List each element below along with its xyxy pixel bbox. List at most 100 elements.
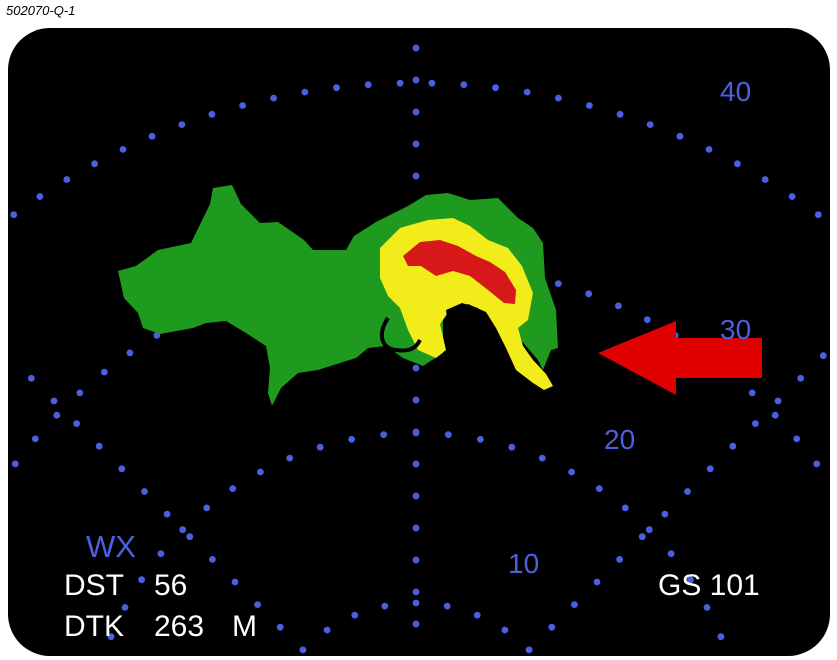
range-dot [687, 576, 694, 584]
range-dot [734, 160, 741, 168]
range-dot [73, 420, 80, 427]
range-dot [229, 485, 237, 492]
radar-graphics [10, 44, 827, 654]
range-dot [257, 468, 264, 476]
range-dot [729, 442, 737, 450]
range-dot [412, 588, 420, 596]
range-dot [11, 460, 19, 468]
range-label-40: 40 [720, 76, 752, 107]
range-dot [412, 492, 420, 500]
range-dot [646, 121, 654, 128]
range-dot [412, 620, 420, 628]
range-dot [76, 389, 84, 397]
range-dot [119, 146, 127, 153]
range-dot [157, 550, 165, 558]
range-dot [568, 468, 575, 476]
range-dot [412, 599, 420, 607]
range-dot [179, 526, 187, 534]
range-dot [27, 374, 35, 382]
range-dot [286, 454, 294, 462]
range-dot [209, 556, 216, 563]
range-dot [91, 160, 98, 168]
range-dot [323, 626, 331, 634]
range-dot [186, 533, 194, 541]
range-dot [752, 420, 759, 427]
range-dot [138, 576, 146, 584]
range-dot [299, 646, 307, 654]
range-dot [63, 176, 71, 183]
range-dot [473, 611, 481, 619]
range-dot [748, 389, 756, 397]
precip-void [446, 303, 536, 396]
range-dot [667, 550, 675, 558]
range-dot [153, 332, 161, 339]
range-dot [508, 443, 516, 451]
dtk-unit: M [232, 610, 257, 643]
range-dot [254, 601, 261, 608]
range-dot [813, 460, 821, 468]
range-dot [301, 88, 309, 96]
range-dot [661, 510, 669, 518]
range-dot [118, 465, 126, 473]
range-dot [412, 428, 420, 436]
range-dot [412, 172, 420, 180]
range-dot [50, 397, 58, 405]
range-dot [595, 485, 603, 492]
range-ring-dots [10, 44, 827, 654]
range-dot [571, 601, 578, 608]
weather-radar-display: 40 30 20 10 WX DST 56 DTK 263 M GS 101 [8, 28, 830, 656]
range-dot [814, 211, 822, 219]
range-dot [107, 633, 115, 641]
range-dot [412, 108, 420, 116]
range-dot [396, 79, 404, 87]
range-dot [208, 110, 216, 118]
range-dot [126, 349, 134, 357]
range-dot [53, 411, 61, 419]
question-id: 502070-Q-1 [6, 3, 76, 18]
range-dot [643, 316, 651, 324]
range-dot [178, 121, 186, 128]
range-dot [554, 280, 562, 288]
range-dot [428, 79, 436, 87]
dtk-label: DTK [64, 610, 124, 643]
range-dot [616, 556, 623, 563]
range-dot [585, 290, 593, 298]
range-dot [141, 488, 148, 495]
range-dot [316, 443, 324, 451]
dtk-value: 263 [154, 610, 205, 643]
range-dot [638, 533, 646, 541]
range-dot [95, 442, 103, 450]
range-dot [412, 364, 420, 372]
range-dot [705, 146, 713, 153]
range-dot [621, 504, 629, 512]
range-dot [774, 397, 782, 405]
range-dot [239, 102, 247, 109]
range-dot [148, 132, 156, 140]
range-dot [231, 578, 239, 586]
range-dot [788, 193, 796, 200]
range-dot [412, 396, 420, 404]
range-dot [348, 435, 355, 443]
range-dot [203, 504, 211, 512]
range-dot [412, 44, 420, 52]
range-dot [443, 602, 451, 610]
range-dot [501, 626, 509, 634]
range-dot [761, 176, 769, 183]
range-dot [797, 374, 805, 382]
range-dot [444, 431, 452, 438]
range-dot [100, 368, 108, 376]
range-dot [706, 465, 714, 473]
range-dot [645, 526, 653, 534]
range-dot [819, 352, 827, 360]
range-dot [616, 110, 624, 118]
range-dot [351, 611, 359, 619]
range-dot [771, 411, 779, 419]
range-dot [717, 633, 725, 641]
precip-heavy-area [403, 240, 516, 304]
precip-inner-edge [379, 316, 422, 353]
range-dot [163, 510, 171, 518]
range-dot [460, 81, 468, 89]
range-dot [10, 211, 18, 219]
range-dot [555, 94, 562, 102]
range-dot [31, 435, 39, 443]
